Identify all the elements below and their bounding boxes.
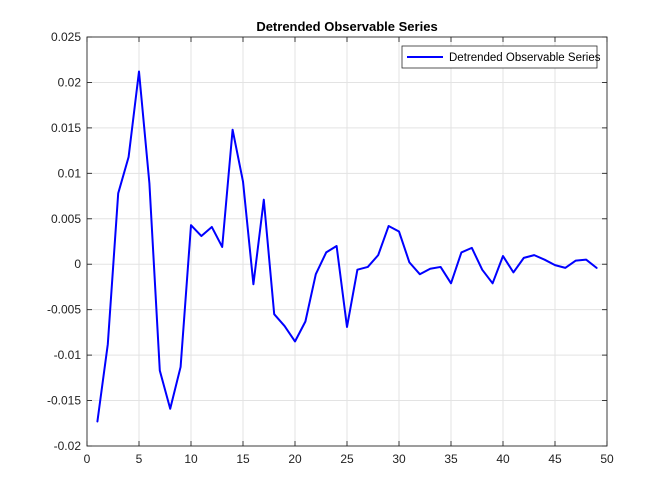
x-tick-label: 30 — [392, 452, 406, 466]
y-tick-label: 0 — [74, 257, 81, 271]
series-layer — [96, 70, 598, 423]
tick-labels: 0 5 10 15 20 25 30 35 40 45 50 -0.02 -0.015 -0.01 -0.0… — [47, 30, 614, 466]
x-tick-label: 35 — [444, 452, 458, 466]
grid — [87, 37, 607, 446]
chart-title: Detrended Observable Series — [256, 19, 437, 34]
legend-label: Detrended Observable Series — [449, 52, 601, 64]
axes — [86, 36, 608, 447]
x-tick-label: 45 — [548, 452, 562, 466]
x-tick-label: 25 — [340, 452, 354, 466]
x-tick-label: 0 — [84, 452, 91, 466]
y-tick-label: 0.02 — [58, 75, 82, 89]
legend-box — [401, 45, 598, 69]
x-tick-label: 40 — [496, 452, 510, 466]
y-tick-label: -0.005 — [47, 303, 81, 317]
series-line — [96, 70, 598, 423]
x-tick-label: 20 — [288, 452, 302, 466]
y-tick-label: -0.01 — [54, 348, 82, 362]
x-tick-label: 50 — [600, 452, 614, 466]
y-tick-label: -0.02 — [54, 439, 82, 453]
x-tick-label: 15 — [236, 452, 250, 466]
x-tick-label: 10 — [184, 452, 198, 466]
y-tick-label: -0.015 — [47, 394, 81, 408]
y-tick-label: 0.015 — [51, 121, 81, 135]
y-tick-label: 0.025 — [51, 30, 81, 44]
x-tick-label: 5 — [136, 452, 143, 466]
y-tick-label: 0.01 — [58, 166, 82, 180]
y-tick-label: 0.005 — [51, 212, 81, 226]
legend: Detrended Observable Series — [401, 45, 601, 69]
